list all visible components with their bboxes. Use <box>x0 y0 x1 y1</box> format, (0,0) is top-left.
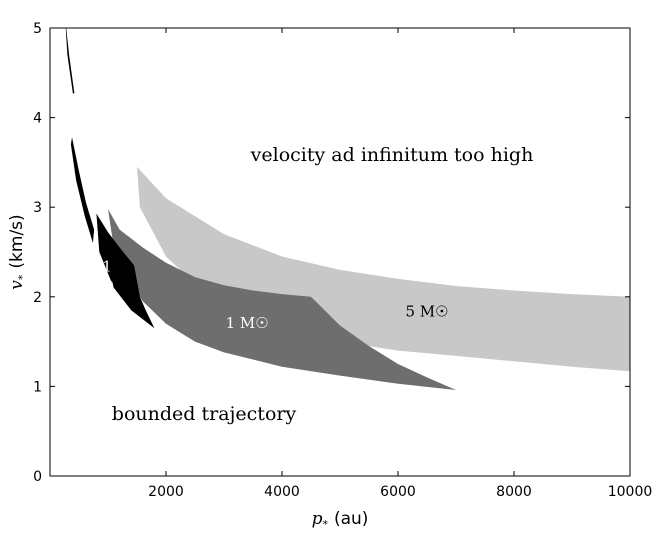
y-tick-label: 2 <box>33 290 42 306</box>
y-tick-label: 0 <box>33 469 42 485</box>
y-tick-label: 1 <box>33 379 42 395</box>
x-tick-label: 4000 <box>264 484 300 500</box>
series-label-2: 0.1 M☉ <box>85 258 114 295</box>
y-tick-label: 3 <box>33 200 42 216</box>
x-axis: 2000 4000 6000 8000 10000 <box>148 28 652 500</box>
y-axis-title: v* (km/s) <box>7 214 29 289</box>
y-tick-label: 5 <box>33 21 42 37</box>
series-label-line: 0.1 <box>88 258 112 276</box>
annotation-bottom: bounded trajectory <box>112 403 297 425</box>
series-label-line: M☉ <box>85 277 114 295</box>
series-label-layer: 5 M☉ 1 M☉ 0.1 M☉ <box>85 258 448 333</box>
area-series-2 <box>96 213 155 329</box>
x-axis-title: p* (au) <box>312 509 369 531</box>
y-tick-label: 4 <box>33 111 42 127</box>
area-series-1 <box>108 209 456 390</box>
y-axis-symbol: v <box>7 280 27 290</box>
area-series-3 <box>70 137 95 243</box>
series-label-line: 5 M☉ <box>405 303 448 321</box>
area-layer <box>65 28 630 390</box>
y-axis-unit: (km/s) <box>7 214 27 268</box>
y-axis-subscript: * <box>16 274 29 280</box>
series-label-0: 5 M☉ <box>405 303 448 321</box>
series-label-line: 1 M☉ <box>226 314 269 332</box>
x-axis-unit: (au) <box>334 509 368 529</box>
annotation-top: velocity ad infinitum too high <box>250 144 534 166</box>
x-tick-label: 2000 <box>148 484 184 500</box>
x-axis-symbol: p <box>312 509 323 529</box>
x-tick-label: 8000 <box>496 484 532 500</box>
series-label-1: 1 M☉ <box>226 314 269 332</box>
area-series-4 <box>65 28 75 94</box>
plot-frame <box>49 27 631 477</box>
y-axis: 0 1 2 3 4 5 <box>33 21 630 485</box>
x-axis-subscript: * <box>322 518 328 531</box>
area-series-0 <box>137 166 630 372</box>
x-tick-label: 6000 <box>380 484 416 500</box>
x-tick-label: 10000 <box>608 484 653 500</box>
